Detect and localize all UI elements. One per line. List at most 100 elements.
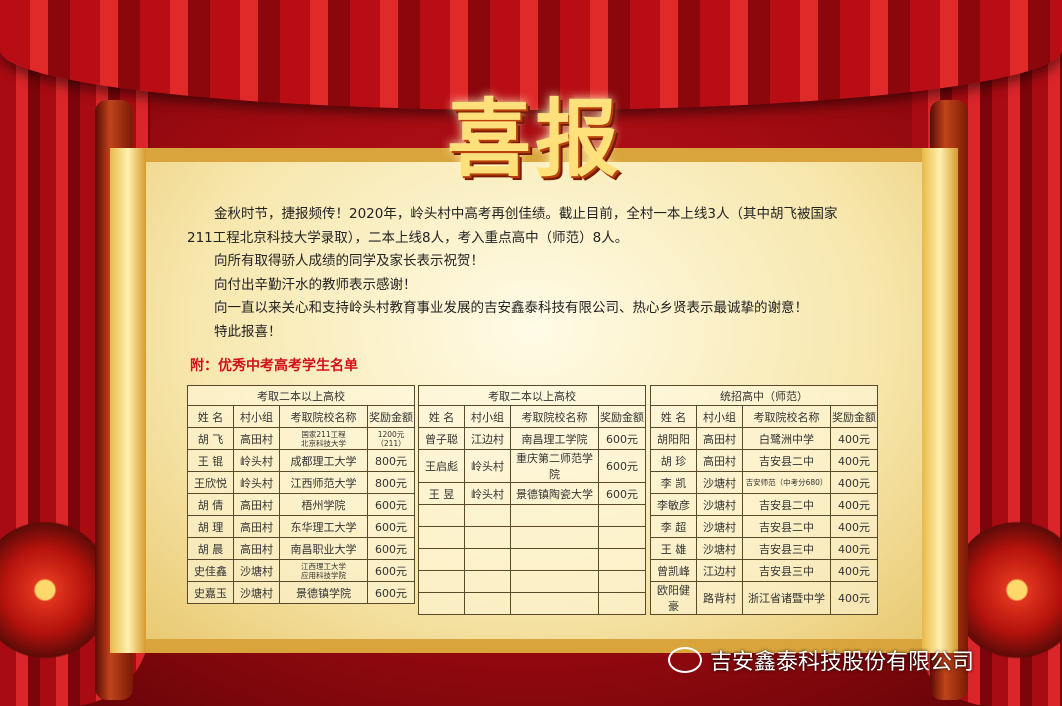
table-cell <box>510 592 599 615</box>
table-cell: 岭头村 <box>233 449 280 472</box>
table-cell: 曾子聪 <box>418 427 465 450</box>
table-cell: 王 锟 <box>187 449 234 472</box>
table-cell: 400元 <box>830 471 878 494</box>
watermark: 吉安鑫泰科技股份有限公司 <box>668 644 974 676</box>
table-cell: 沙塘村 <box>696 515 743 538</box>
table-row: 胡阳阳 高田村 白鹭洲中学 400元 <box>650 427 878 450</box>
table-cell: 江西理工大学 应用科技学院 <box>279 559 368 582</box>
table-cell <box>510 504 599 527</box>
table-cell: 800元 <box>367 471 415 494</box>
table-row: 胡 理高田村 东华理工大学 600元 <box>187 515 415 538</box>
table-cell: 600元 <box>598 449 646 483</box>
table-row: 李 超沙塘村 吉安县二中 400元 <box>650 515 878 538</box>
table-cell: 600元 <box>598 482 646 505</box>
table-cell: 高田村 <box>696 427 743 450</box>
table-cell: 景德镇陶瓷大学 <box>510 482 599 505</box>
table-cell: 400元 <box>830 449 878 472</box>
table-row: 王启彪 岭头村 重庆第二师范学院 600元 <box>418 449 646 483</box>
column-header: 姓 名 <box>650 405 697 428</box>
table-cell: 王启彪 <box>418 449 465 483</box>
table-cell: 沙塘村 <box>696 471 743 494</box>
table-cell: 400元 <box>830 581 878 615</box>
table-row: 李敏彦 沙塘村 吉安县二中 400元 <box>650 493 878 516</box>
table-caption: 统招高中（师范） <box>650 385 878 406</box>
table-cell: 欧阳健豪 <box>650 581 697 615</box>
table-cell <box>464 548 511 571</box>
table-cell: 李 凯 <box>650 471 697 494</box>
table-cell: 沙塘村 <box>233 581 280 604</box>
table-cell: 王 雄 <box>650 537 697 560</box>
table-cell <box>598 504 646 527</box>
announcement-body: 金秋时节，捷报频传！2020年，岭头村中高考再创佳绩。截止目前，全村一本上线3人… <box>187 203 857 344</box>
table-row: 王 昱岭头村 景德镇陶瓷大学 600元 <box>418 482 646 505</box>
table-cell <box>510 570 599 593</box>
table-cell <box>510 526 599 549</box>
table-row <box>418 570 646 593</box>
table-cell: 高田村 <box>696 449 743 472</box>
table-row <box>418 526 646 549</box>
paragraph: 向所有取得骄人成绩的同学及家长表示祝贺！ <box>214 253 484 269</box>
table-cell: 景德镇学院 <box>279 581 368 604</box>
table-cell: 王欣悦 <box>187 471 234 494</box>
table-cell: 路背村 <box>696 581 743 615</box>
table-cell: 王 昱 <box>418 482 465 505</box>
table-cell: 800元 <box>367 449 415 472</box>
table-caption: 考取二本以上高校 <box>418 385 646 406</box>
column-header: 村小组 <box>464 405 511 428</box>
table-cell <box>598 526 646 549</box>
table-cell: 吉安县三中 <box>742 559 831 582</box>
scroll-roll-left <box>110 148 146 653</box>
table-cell: 曾凯峰 <box>650 559 697 582</box>
table-cell: 高田村 <box>233 493 280 516</box>
table-row <box>418 548 646 571</box>
table-cell: 胡 倩 <box>187 493 234 516</box>
table-cell: 东华理工大学 <box>279 515 368 538</box>
column-header: 奖励金额 <box>598 405 646 428</box>
table-cell: 胡 理 <box>187 515 234 538</box>
table-cell <box>418 548 465 571</box>
table-3: 统招高中（师范）姓 名村小组 考取院校名称 奖励金额 胡阳阳 高田村 白鹭洲中学 400元胡… <box>650 385 878 615</box>
table-row: 欧阳健豪 路背村 浙江省诸暨中学 400元 <box>650 581 878 615</box>
table-cell: 高田村 <box>233 537 280 560</box>
table-cell: 岭头村 <box>464 449 511 483</box>
watermark-text: 吉安鑫泰科技股份有限公司 <box>710 650 975 675</box>
column-header: 奖励金额 <box>367 405 415 428</box>
table-cell <box>418 570 465 593</box>
paragraph: 特此报喜！ <box>214 323 282 340</box>
table-cell <box>464 592 511 615</box>
table-row: 王 雄沙塘村 吉安县三中 400元 <box>650 537 878 560</box>
table-cell: 吉安县二中 <box>742 493 831 516</box>
table-cell: 史嘉玉 <box>187 581 234 604</box>
table-cell: 吉安师范（中考分680） <box>742 471 831 494</box>
table-cell: 岭头村 <box>233 471 280 494</box>
table-cell: 成都理工大学 <box>279 449 368 472</box>
scroll-roll-right <box>922 148 958 653</box>
table-cell: 胡阳阳 <box>650 427 697 450</box>
table-cell: 重庆第二师范学院 <box>510 449 599 483</box>
page-title: 喜报 <box>446 89 623 188</box>
paragraph: 向付出辛勤汗水的教师表示感谢！ <box>214 276 417 293</box>
table-cell: 李 超 <box>650 515 697 538</box>
table-cell: 600元 <box>367 581 415 604</box>
table-cell: 国家211工程 北京科技大学 <box>279 427 368 450</box>
table-row: 胡 珍高田村 吉安县二中 400元 <box>650 449 878 472</box>
table-cell: 600元 <box>367 493 415 516</box>
table-cell: 高田村 <box>233 515 280 538</box>
table-cell <box>418 592 465 615</box>
appendix-heading: 附：优秀中考高考学生名单 <box>190 358 358 374</box>
column-header: 村小组 <box>696 405 743 428</box>
table-cell: 600元 <box>367 537 415 560</box>
table-cell: 1200元 （211） <box>367 427 415 450</box>
table-row: 史佳鑫 沙塘村 江西理工大学 应用科技学院 600元 <box>187 559 415 582</box>
table-cell: 400元 <box>830 515 878 538</box>
paragraph: 金秋时节，捷报频传！2020年，岭头村中高考再创佳绩。截止目前，全村一本上线3人… <box>187 206 838 246</box>
table-cell: 胡 飞 <box>187 427 234 450</box>
table-cell <box>598 592 646 615</box>
curtain-top <box>0 0 1062 110</box>
table-cell: 白鹭洲中学 <box>742 427 831 450</box>
column-header: 考取院校名称 <box>510 405 599 428</box>
table-cell: 600元 <box>598 427 646 450</box>
table-cell <box>418 526 465 549</box>
table-cell: 史佳鑫 <box>187 559 234 582</box>
table-cell <box>464 570 511 593</box>
